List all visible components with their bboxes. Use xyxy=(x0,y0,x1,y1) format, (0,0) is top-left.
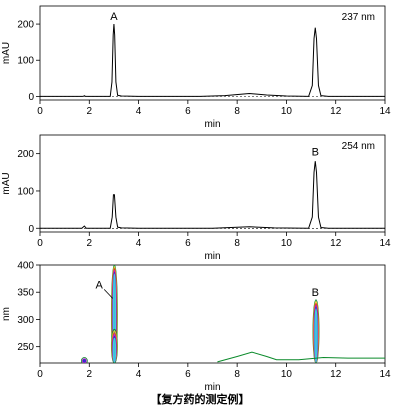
contour-blip xyxy=(82,359,86,363)
contour-group xyxy=(80,265,385,363)
y-tick-label: 0 xyxy=(28,92,34,103)
y-tick-label: 200 xyxy=(17,149,34,160)
x-tick-label: 4 xyxy=(136,238,142,249)
peak-label: A xyxy=(110,11,118,23)
y-tick-label: 350 xyxy=(17,288,34,299)
x-tick-label: 0 xyxy=(37,369,43,380)
x-tick-label: 14 xyxy=(379,369,391,380)
x-tick-label: 10 xyxy=(281,238,293,249)
plot-frame-3 xyxy=(39,264,386,364)
x-tick-label: 6 xyxy=(185,238,191,249)
peak-label: A xyxy=(95,279,103,291)
x-axis-title: min xyxy=(204,382,220,390)
x-tick-label: 14 xyxy=(379,106,391,117)
x-tick-label: 12 xyxy=(330,106,342,117)
y-tick-label: 0 xyxy=(28,224,34,235)
x-tick-label: 0 xyxy=(37,238,43,249)
contour-peak-ring xyxy=(314,308,318,363)
figure-caption: 【复方药的测定例】 xyxy=(150,393,250,406)
contour-blip xyxy=(80,357,88,363)
x-tick-label: 10 xyxy=(281,106,293,117)
peak-label: B xyxy=(312,146,319,158)
y-axis-title: nm xyxy=(1,307,12,321)
peak-label: B xyxy=(312,287,319,299)
y-tick-label: 100 xyxy=(17,186,34,197)
x-tick-label: 10 xyxy=(281,369,293,380)
x-tick-label: 2 xyxy=(87,238,93,249)
x-tick-label: 2 xyxy=(87,369,93,380)
series-line xyxy=(40,24,385,97)
baseline-contour xyxy=(217,351,385,363)
x-tick-label: 8 xyxy=(234,238,240,249)
plot-frame-1 xyxy=(39,5,386,101)
x-tick-label: 12 xyxy=(330,369,342,380)
x-tick-label: 4 xyxy=(136,369,142,380)
x-tick-label: 8 xyxy=(234,369,240,380)
x-tick-label: 2 xyxy=(87,106,93,117)
series-line xyxy=(40,161,385,229)
x-axis-title: min xyxy=(204,251,220,262)
x-tick-label: 0 xyxy=(37,106,43,117)
x-tick-label: 8 xyxy=(234,106,240,117)
y-tick-label: 100 xyxy=(17,56,34,67)
y-tick-label: 300 xyxy=(17,315,34,326)
wavelength-annotation: 254 nm xyxy=(342,141,375,152)
y-axis-title: mAU xyxy=(1,172,12,194)
contour-peak-ring xyxy=(112,337,117,363)
y-tick-label: 200 xyxy=(17,20,34,31)
x-tick-label: 6 xyxy=(185,106,191,117)
x-tick-label: 4 xyxy=(136,106,142,117)
y-tick-label: 250 xyxy=(17,342,34,353)
x-tick-label: 6 xyxy=(185,369,191,380)
x-tick-label: 12 xyxy=(330,238,342,249)
y-tick-label: 400 xyxy=(17,261,34,272)
y-axis-title: mAU xyxy=(1,42,12,64)
x-tick-label: 14 xyxy=(379,238,391,249)
x-axis-title: min xyxy=(204,119,220,130)
wavelength-annotation: 237 nm xyxy=(342,12,375,23)
peak-label-leader xyxy=(103,289,113,299)
plot-frame-2 xyxy=(39,134,386,233)
